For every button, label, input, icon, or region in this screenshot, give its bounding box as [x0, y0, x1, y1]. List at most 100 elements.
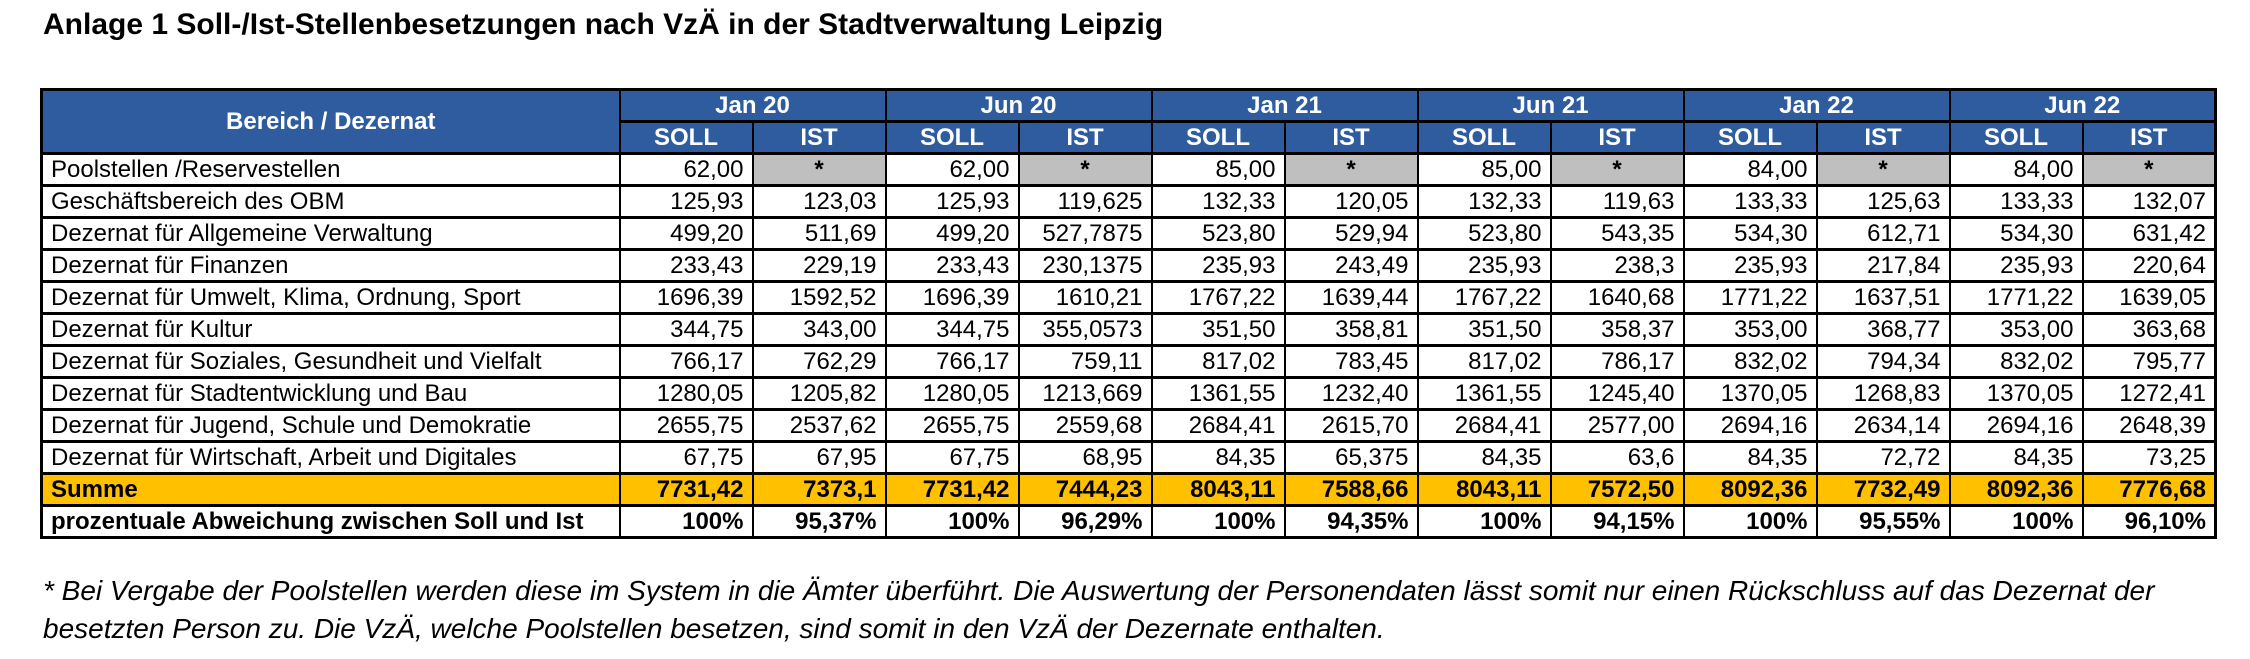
value-cell: 123,03: [751, 184, 887, 219]
row-label: prozentuale Abweichung zwischen Soll und…: [40, 504, 621, 539]
row-label: Dezernat für Soziales, Gesundheit und Vi…: [40, 344, 621, 379]
row-label: Dezernat für Stadtentwicklung und Bau: [40, 376, 621, 411]
value-cell: 230,1375: [1017, 248, 1153, 283]
value-cell: 238,3: [1549, 248, 1685, 283]
value-cell: 120,05: [1283, 184, 1419, 219]
value-cell: 527,7875: [1017, 216, 1153, 251]
value-cell: 7776,68: [2081, 472, 2217, 507]
value-cell: 511,69: [751, 216, 887, 251]
value-cell: 2537,62: [751, 408, 887, 443]
period-header: Jun 21: [1416, 88, 1685, 123]
row-label: Dezernat für Allgemeine Verwaltung: [40, 216, 621, 251]
subheader-ist: IST: [1549, 120, 1685, 155]
value-cell: 766,17: [618, 344, 754, 379]
value-cell: 534,30: [1948, 216, 2084, 251]
value-cell: 1640,68: [1549, 280, 1685, 315]
value-cell: 499,20: [618, 216, 754, 251]
value-cell: 355,0573: [1017, 312, 1153, 347]
subheader-soll: SOLL: [618, 120, 754, 155]
value-cell: 353,00: [1682, 312, 1818, 347]
value-cell: 2694,16: [1948, 408, 2084, 443]
value-cell: 62,00: [618, 152, 754, 187]
footnote: * Bei Vergabe der Poolstellen werden die…: [43, 572, 2223, 648]
value-cell: 125,93: [618, 184, 754, 219]
value-cell: 1361,55: [1416, 376, 1552, 411]
value-cell: 543,35: [1549, 216, 1685, 251]
value-cell: 523,80: [1150, 216, 1286, 251]
row-label: Dezernat für Kultur: [40, 312, 621, 347]
value-cell: 67,75: [884, 440, 1020, 475]
value-cell: 65,375: [1283, 440, 1419, 475]
masked-value-cell: *: [2081, 152, 2217, 187]
table-row: Dezernat für Allgemeine Verwaltung 499,20…: [40, 216, 2217, 251]
value-cell: 8092,36: [1682, 472, 1818, 507]
value-cell: 94,15%: [1549, 504, 1685, 539]
table-row: Dezernat für Finanzen 233,43 229,19 233,43 2…: [40, 248, 2217, 283]
subheader-soll: SOLL: [884, 120, 1020, 155]
masked-value-cell: *: [1549, 152, 1685, 187]
value-cell: 358,81: [1283, 312, 1419, 347]
table-row: Poolstellen /Reservestellen 62,00 * 62,00 * 8…: [40, 152, 2217, 187]
value-cell: 67,95: [751, 440, 887, 475]
value-cell: 233,43: [618, 248, 754, 283]
value-cell: 95,37%: [751, 504, 887, 539]
table-body: Poolstellen /Reservestellen 62,00 * 62,00 * 8…: [40, 152, 2217, 539]
value-cell: 125,93: [884, 184, 1020, 219]
value-cell: 85,00: [1150, 152, 1286, 187]
table-row: Dezernat für Soziales, Gesundheit und Vi…: [40, 344, 2217, 379]
value-cell: 63,6: [1549, 440, 1685, 475]
masked-value-cell: *: [1017, 152, 1153, 187]
subheader-ist: IST: [2081, 120, 2217, 155]
value-cell: 132,07: [2081, 184, 2217, 219]
value-cell: 1280,05: [884, 376, 1020, 411]
value-cell: 62,00: [884, 152, 1020, 187]
value-cell: 8092,36: [1948, 472, 2084, 507]
row-label: Dezernat für Finanzen: [40, 248, 621, 283]
staffing-table: Bereich / Dezernat Jan 20 Jun 20 Jan 21 Jun…: [40, 88, 2217, 539]
value-cell: 783,45: [1283, 344, 1419, 379]
value-cell: 794,34: [1815, 344, 1951, 379]
subheader-soll: SOLL: [1416, 120, 1552, 155]
value-cell: 351,50: [1416, 312, 1552, 347]
value-cell: 2648,39: [2081, 408, 2217, 443]
value-cell: 243,49: [1283, 248, 1419, 283]
masked-value-cell: *: [1283, 152, 1419, 187]
row-label: Dezernat für Jugend, Schule und Demokrat…: [40, 408, 621, 443]
value-cell: 343,00: [751, 312, 887, 347]
subheader-ist: IST: [1283, 120, 1419, 155]
value-cell: 832,02: [1682, 344, 1818, 379]
value-cell: 220,64: [2081, 248, 2217, 283]
value-cell: 8043,11: [1416, 472, 1552, 507]
period-header-row: Bereich / Dezernat Jan 20 Jun 20 Jan 21 Jun…: [40, 88, 2217, 155]
table-row: Dezernat für Wirtschaft, Arbeit und Digi…: [40, 440, 2217, 475]
value-cell: 766,17: [884, 344, 1020, 379]
value-cell: 832,02: [1948, 344, 2084, 379]
value-cell: 84,35: [1948, 440, 2084, 475]
value-cell: 1639,05: [2081, 280, 2217, 315]
value-cell: 2615,70: [1283, 408, 1419, 443]
value-cell: 235,93: [1416, 248, 1552, 283]
value-cell: 368,77: [1815, 312, 1951, 347]
row-label: Dezernat für Umwelt, Klima, Ordnung, Spo…: [40, 280, 621, 315]
value-cell: 100%: [1948, 504, 2084, 539]
footnote-line-2: besetzten Person zu. Die VzÄ, welche Poo…: [43, 613, 1385, 644]
value-cell: 1213,669: [1017, 376, 1153, 411]
value-cell: 96,10%: [2081, 504, 2217, 539]
value-cell: 817,02: [1150, 344, 1286, 379]
value-cell: 84,00: [1682, 152, 1818, 187]
value-cell: 235,93: [1948, 248, 2084, 283]
value-cell: 68,95: [1017, 440, 1153, 475]
subheader-soll: SOLL: [1948, 120, 2084, 155]
subheader-soll: SOLL: [1682, 120, 1818, 155]
table-row: Dezernat für Kultur 344,75 343,00 344,75 355…: [40, 312, 2217, 347]
value-cell: 1232,40: [1283, 376, 1419, 411]
value-cell: 817,02: [1416, 344, 1552, 379]
value-cell: 1272,41: [2081, 376, 2217, 411]
value-cell: 1361,55: [1150, 376, 1286, 411]
value-cell: 235,93: [1682, 248, 1818, 283]
value-cell: 133,33: [1948, 184, 2084, 219]
row-label: Dezernat für Wirtschaft, Arbeit und Digi…: [40, 440, 621, 475]
value-cell: 125,63: [1815, 184, 1951, 219]
value-cell: 1610,21: [1017, 280, 1153, 315]
subheader-row: SOLL IST SOLL IST SOLL IST SOLL IST SOLL IST SOLL I…: [42, 120, 2217, 155]
